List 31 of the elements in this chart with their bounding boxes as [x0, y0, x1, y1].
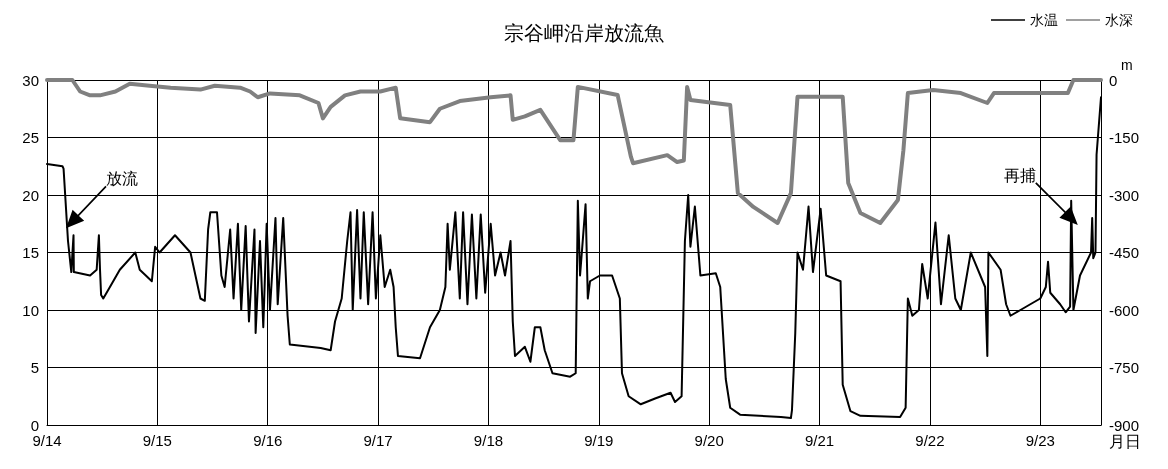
x-tick-label: 9/23: [1025, 432, 1055, 449]
y2-tick-label: -150: [1109, 129, 1140, 146]
x-tick-label: 9/20: [694, 432, 724, 449]
x-tick-label: 9/17: [363, 432, 393, 449]
x-tick-label: 9/18: [473, 432, 504, 449]
x-tick-label: 9/16: [253, 432, 283, 449]
y-tick-label: 10: [22, 301, 39, 319]
x-tick-label: 9/14: [32, 432, 62, 449]
y2-tick-label: -300: [1109, 186, 1140, 204]
annotation: 放流: [105, 170, 138, 188]
x-tick-label: 9/22: [915, 432, 945, 449]
y-tick-label: 0: [30, 416, 39, 434]
y-tick-label: 25: [22, 129, 39, 146]
y2-axis-title: m: [1121, 57, 1133, 73]
x-tick-label: 9/21: [804, 432, 835, 449]
y2-tick-label: -600: [1109, 301, 1140, 319]
x-axis-title: 月日: [1109, 432, 1141, 450]
legend-label: 水深: [1105, 12, 1133, 28]
y-tick-label: 20: [22, 186, 39, 204]
y2-tick-label: 0: [1109, 71, 1118, 89]
annotation: 再捕: [1003, 166, 1036, 184]
y2-tick-label: -450: [1109, 244, 1140, 261]
legend-label: 水温: [1030, 12, 1058, 28]
x-tick-label: 9/15: [142, 432, 172, 449]
y2-tick-label: -750: [1109, 359, 1140, 376]
y-tick-label: 5: [30, 359, 39, 376]
x-tick-label: 9/19: [584, 432, 614, 449]
y-tick-label: 15: [22, 244, 39, 261]
y2-tick-label: -900: [1109, 416, 1140, 434]
chart-title: 宗谷岬沿岸放流魚: [504, 22, 664, 44]
y-tick-label: 30: [22, 71, 39, 89]
